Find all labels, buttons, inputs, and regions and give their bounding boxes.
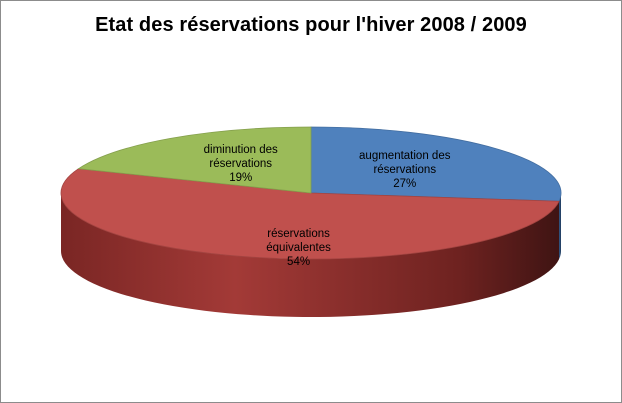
pie-side-1: [61, 193, 560, 318]
slice-label-line-0-0: augmentation des: [359, 150, 451, 162]
slice-percent-0: 27%: [393, 178, 416, 190]
slice-label-1: réservations équivalentes 54%: [266, 228, 331, 268]
pie-slice-2: [77, 126, 312, 194]
pie-slice-0: [310, 126, 562, 202]
slice-label-line-1-0: réservations: [267, 228, 330, 240]
slice-label-line-2-1: réservations: [209, 158, 272, 170]
chart-title: Etat des réservations pour l'hiver 2008 …: [95, 14, 527, 36]
pie-slice-1: [60, 168, 560, 260]
slice-label-line-2-0: diminution des: [204, 144, 278, 156]
slice-label-2: diminution des réservations 19%: [204, 144, 278, 184]
slice-percent-1: 54%: [287, 256, 310, 268]
slice-percent-2: 19%: [229, 172, 252, 184]
slice-label-0: augmentation des réservations 27%: [359, 150, 451, 190]
pie-side-0: [559, 193, 561, 260]
slice-label-line-1-1: équivalentes: [266, 242, 331, 254]
slice-label-line-0-1: réservations: [373, 164, 436, 176]
